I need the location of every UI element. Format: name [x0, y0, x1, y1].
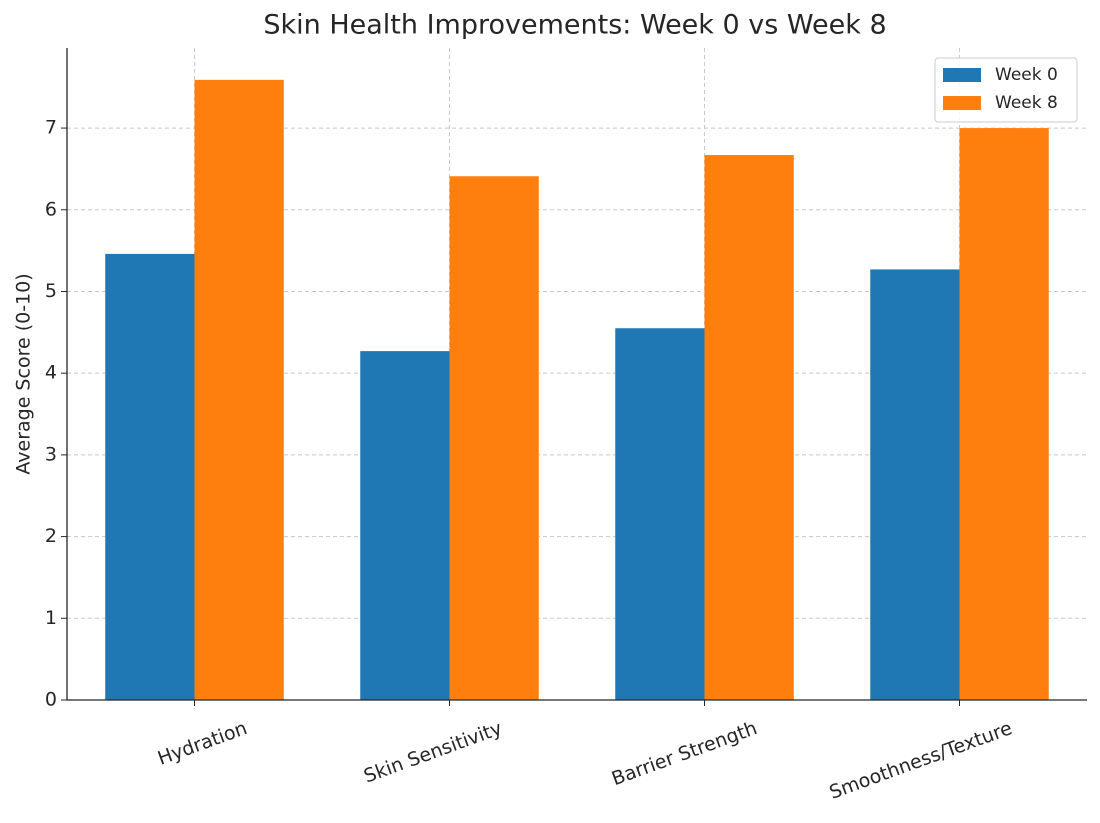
legend-label: Week 0 — [995, 65, 1058, 85]
x-tick-label: Hydration — [155, 717, 250, 770]
bar — [959, 128, 1049, 700]
x-tick-label: Barrier Strength — [609, 717, 760, 790]
y-tick-label: 1 — [45, 607, 57, 629]
bar — [105, 253, 195, 701]
y-axis-label: Average Score (0-10) — [13, 273, 35, 474]
legend: Week 0 Week 8 — [934, 57, 1078, 123]
bar — [704, 155, 794, 700]
bar — [449, 176, 539, 700]
y-tick-label: 4 — [45, 362, 57, 384]
y-tick-label: 3 — [45, 443, 57, 465]
x-tick-label: Skin Sensitivity — [361, 717, 505, 787]
y-tick-label: 6 — [45, 198, 57, 220]
bar — [360, 351, 450, 700]
legend-swatch — [943, 96, 981, 110]
y-tick-label: 2 — [45, 525, 57, 547]
bar — [870, 269, 960, 700]
legend-swatch — [943, 68, 981, 82]
x-tick-label: Smoothness/Texture — [826, 717, 1015, 804]
y-tick-label: 5 — [45, 280, 57, 302]
bar — [194, 79, 284, 700]
y-tick-label: 7 — [45, 117, 57, 139]
chart-title: Skin Health Improvements: Week 0 vs Week… — [263, 10, 886, 41]
y-tick-label: 0 — [45, 689, 57, 711]
bar — [615, 328, 705, 700]
legend-label: Week 8 — [995, 93, 1058, 113]
